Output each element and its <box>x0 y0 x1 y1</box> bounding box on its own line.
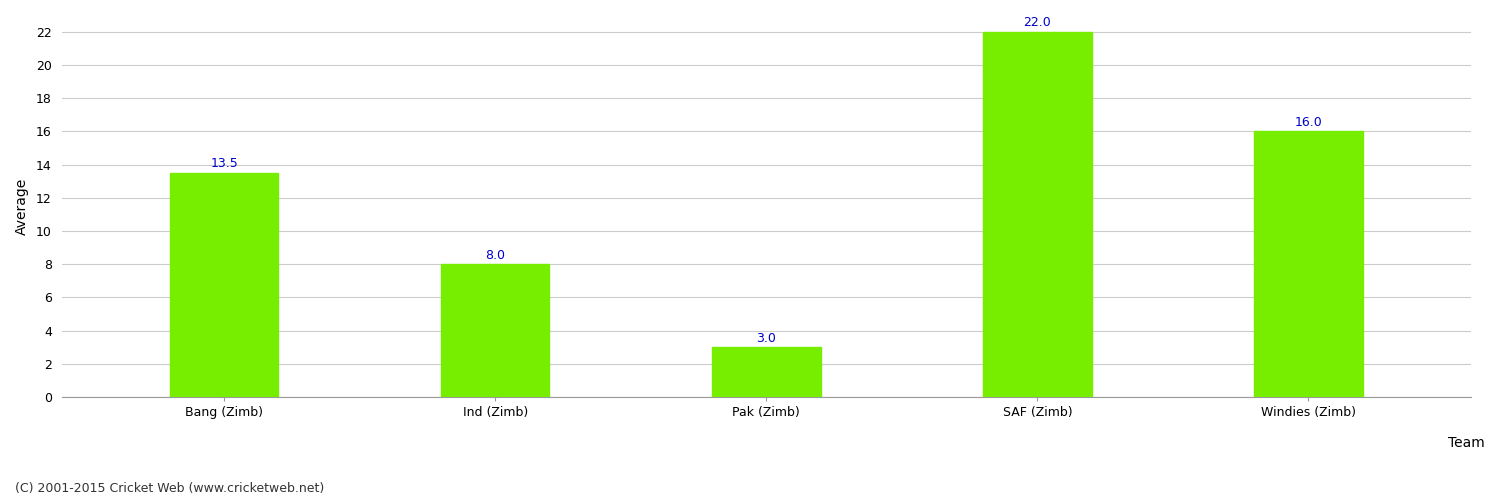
Text: 8.0: 8.0 <box>486 248 506 262</box>
Bar <box>441 264 549 397</box>
Text: 3.0: 3.0 <box>756 332 777 345</box>
Bar <box>982 32 1092 397</box>
Y-axis label: Average: Average <box>15 178 28 234</box>
Text: (C) 2001-2015 Cricket Web (www.cricketweb.net): (C) 2001-2015 Cricket Web (www.cricketwe… <box>15 482 324 495</box>
Text: Team: Team <box>1449 436 1485 450</box>
Bar <box>1254 132 1362 397</box>
Text: 22.0: 22.0 <box>1023 16 1052 29</box>
Bar <box>712 348 821 397</box>
Text: 16.0: 16.0 <box>1294 116 1323 129</box>
Text: 13.5: 13.5 <box>210 158 238 170</box>
Bar <box>170 173 279 397</box>
